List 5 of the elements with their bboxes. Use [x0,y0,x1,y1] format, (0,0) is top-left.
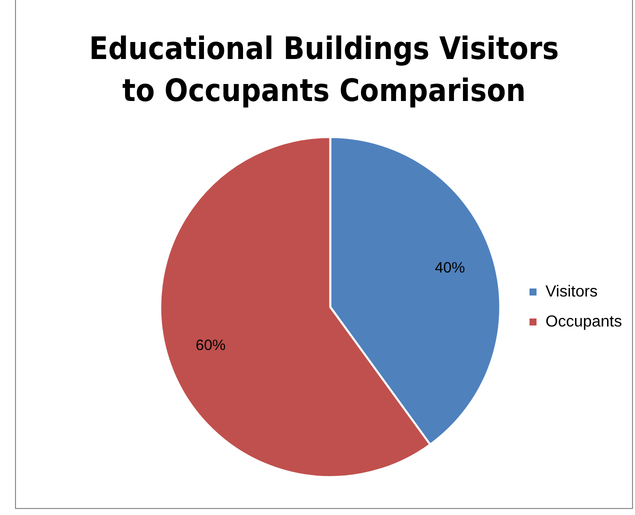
legend-label: Visitors [546,283,598,300]
legend-label: Occupants [546,313,622,330]
data-label: 60% [196,337,226,354]
data-label: 40% [434,259,465,276]
chart-title: Educational Buildings Visitors to Occupants Comparison [89,30,559,111]
